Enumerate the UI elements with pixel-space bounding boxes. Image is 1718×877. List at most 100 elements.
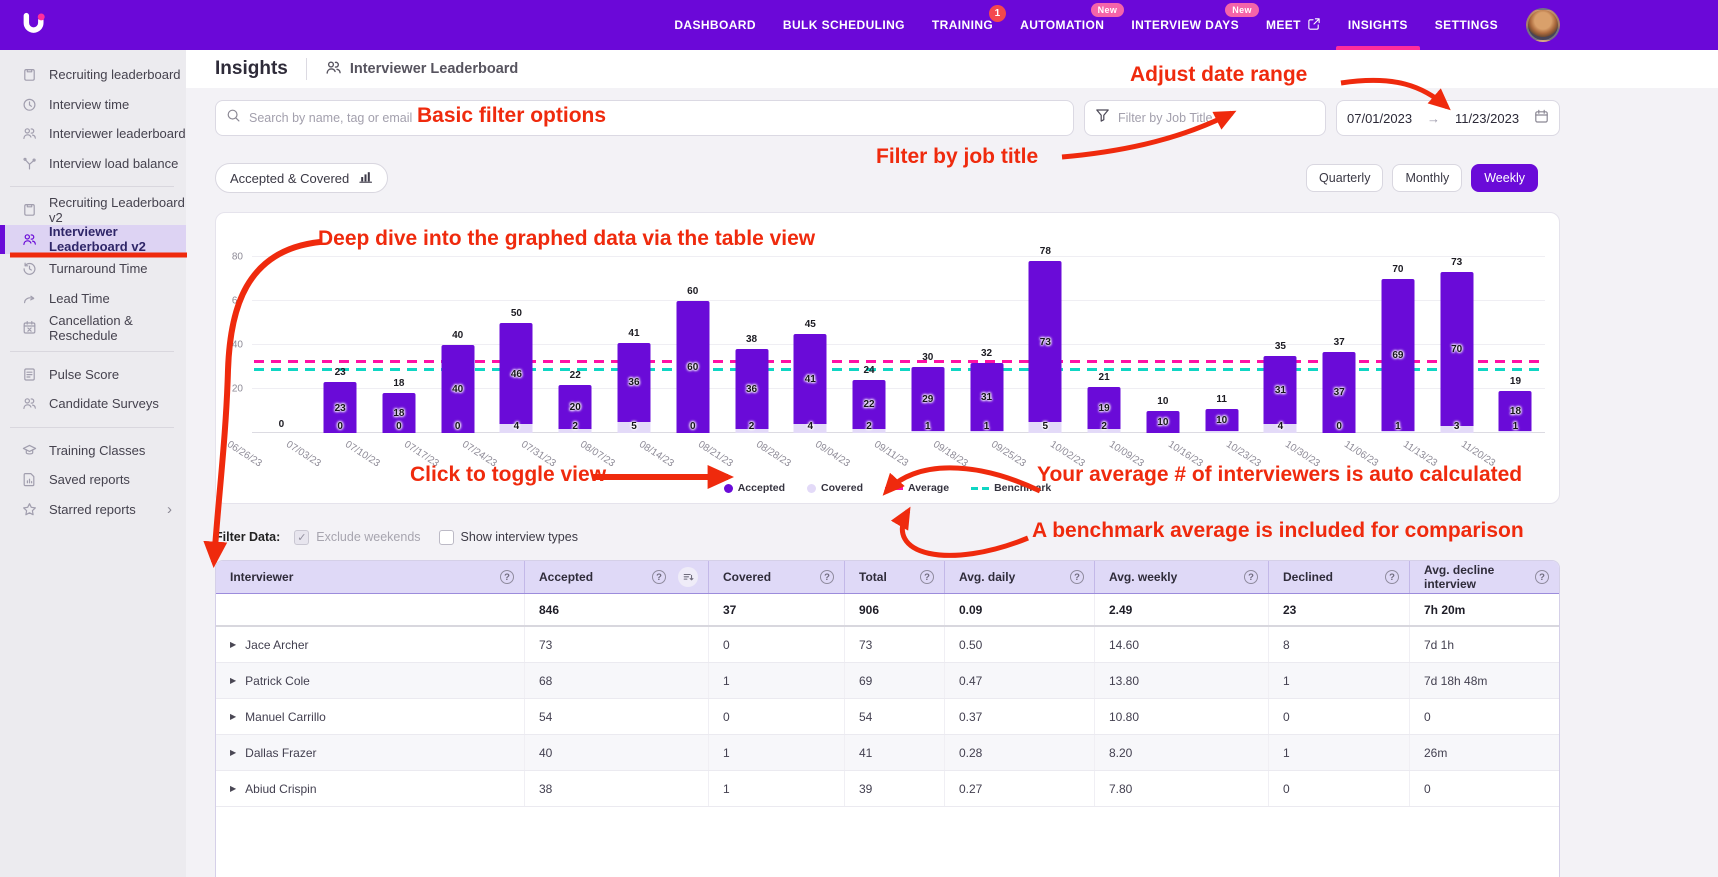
help-icon[interactable]: ? — [1244, 570, 1258, 584]
expand-caret-icon[interactable]: ▶ — [230, 748, 237, 757]
help-icon[interactable]: ? — [820, 570, 834, 584]
bar-10/30/23[interactable] — [1322, 351, 1356, 433]
table-row-jace-archer[interactable]: ▶ Jace Archer 73 0 73 0.50 14.60 8 7d 1h — [216, 627, 1559, 663]
column-header-avg-daily[interactable]: Avg. daily? — [945, 561, 1095, 593]
sidebar-item-saved-reports[interactable]: Saved reports — [0, 465, 186, 495]
help-icon[interactable]: ? — [500, 570, 514, 584]
date-range-picker[interactable]: 07/01/2023 → 11/23/2023 — [1336, 100, 1560, 136]
checkbox-box[interactable] — [438, 529, 454, 545]
bar-09/25/23[interactable] — [1028, 261, 1062, 433]
bar-09/04/23[interactable] — [852, 380, 886, 433]
bar-08/28/23[interactable] — [793, 334, 827, 433]
help-icon[interactable]: ? — [1535, 570, 1549, 584]
expand-caret-icon[interactable]: ▶ — [230, 676, 237, 685]
job-filter-field[interactable] — [1084, 100, 1326, 136]
bar-10/02/23[interactable] — [1087, 386, 1121, 433]
bar-10/09/23[interactable] — [1146, 411, 1180, 433]
sidebar-item-starred-reports[interactable]: Starred reports › — [0, 495, 186, 525]
checkbox-exclude-weekends[interactable]: ✓ Exclude weekends — [294, 529, 421, 545]
expand-caret-icon[interactable]: ▶ — [230, 640, 237, 649]
granularity-weekly[interactable]: Weekly — [1471, 164, 1538, 192]
legend-item-covered[interactable]: Covered — [806, 482, 863, 494]
bar-08/21/23[interactable] — [735, 349, 768, 433]
bar-07/17/23[interactable] — [441, 345, 475, 433]
expand-caret-icon[interactable]: ▶ — [230, 784, 237, 793]
chart-type-toggle[interactable]: Accepted & Covered — [215, 163, 389, 193]
column-header-interviewer[interactable]: Interviewer? — [216, 561, 525, 593]
bar-accepted-label: 36 — [745, 384, 758, 395]
bar-11/13/23[interactable] — [1440, 272, 1474, 433]
search-field[interactable] — [215, 100, 1074, 136]
checkbox-box[interactable]: ✓ — [294, 529, 310, 545]
topnav-items: DASHBOARD BULK SCHEDULING TRAINING 1 AUTOMAT… — [674, 0, 1498, 50]
accepted-segment — [382, 393, 416, 433]
help-icon[interactable]: ? — [1385, 570, 1399, 584]
user-avatar[interactable] — [1526, 8, 1560, 42]
sidebar-item-interviewer-leaderboard-v2[interactable]: Interviewer Leaderboard v2 — [0, 224, 186, 254]
column-header-total[interactable]: Total? — [845, 561, 945, 593]
bar-09/18/23[interactable] — [970, 362, 1004, 433]
search-input[interactable] — [249, 111, 1063, 125]
bar-07/24/23[interactable] — [499, 323, 533, 433]
nav-item-meet[interactable]: MEET — [1266, 0, 1321, 50]
sidebar-item-recruiting-leaderboard[interactable]: Recruiting leaderboard — [0, 60, 186, 90]
value-cell: 7d 1h — [1410, 627, 1559, 662]
chart-column: 32 31 1 09/18/23 — [931, 257, 1016, 469]
legend-item-average[interactable]: Average — [885, 482, 949, 494]
y-axis-tick: 20 — [231, 383, 243, 395]
granularity-monthly[interactable]: Monthly — [1392, 164, 1463, 192]
bar-total-label: 19 — [1509, 376, 1522, 388]
date-start[interactable]: 07/01/2023 — [1347, 110, 1413, 126]
bar-07/03/23[interactable] — [323, 382, 357, 433]
sidebar-item-interviewer-leaderboard[interactable]: Interviewer leaderboard — [0, 119, 186, 149]
help-icon[interactable]: ? — [1070, 570, 1084, 584]
column-header-avg-weekly[interactable]: Avg. weekly? — [1095, 561, 1269, 593]
table-row-patrick-cole[interactable]: ▶ Patrick Cole 68 1 69 0.47 13.80 1 7d 18h 48m — [216, 663, 1559, 699]
bar-08/14/23[interactable] — [676, 301, 710, 433]
sidebar-item-pulse-score[interactable]: Pulse Score — [0, 360, 186, 390]
nav-item-dashboard[interactable]: DASHBOARD — [674, 0, 756, 50]
sidebar-item-interview-load-balance[interactable]: Interview load balance — [0, 149, 186, 179]
sidebar-item-candidate-surveys[interactable]: Candidate Surveys — [0, 389, 186, 419]
sidebar-item-recruiting-leaderboard-v2[interactable]: Recruiting Leaderboard v2 — [0, 195, 186, 225]
sidebar-item-cancellation-reschedule[interactable]: Cancellation & Reschedule — [0, 313, 186, 343]
sidebar-item-training-classes[interactable]: Training Classes — [0, 436, 186, 466]
bar-07/10/23[interactable] — [382, 393, 416, 433]
x-axis-label: 10/02/23 — [1048, 439, 1087, 470]
bar-10/23/23[interactable] — [1263, 356, 1297, 433]
table-row-dallas-frazer[interactable]: ▶ Dallas Frazer 40 1 41 0.28 8.20 1 26m — [216, 735, 1559, 771]
nav-item-automation[interactable]: AUTOMATION New — [1020, 0, 1125, 50]
job-filter-input[interactable] — [1118, 111, 1315, 125]
sidebar-item-lead-time[interactable]: Lead Time — [0, 284, 186, 314]
legend-item-accepted[interactable]: Accepted — [723, 482, 785, 494]
bar-09/11/23[interactable] — [911, 367, 945, 433]
bar-08/07/23[interactable] — [617, 342, 651, 433]
column-header-declined[interactable]: Declined? — [1269, 561, 1410, 593]
nav-item-bulk-scheduling[interactable]: BULK SCHEDULING — [783, 0, 905, 50]
column-header-accepted[interactable]: Accepted? — [525, 561, 709, 593]
checkbox-show-interview-types[interactable]: Show interview types — [438, 529, 578, 545]
bar-10/16/23[interactable] — [1205, 408, 1239, 433]
nav-item-settings[interactable]: SETTINGS — [1435, 0, 1498, 50]
column-header-avg-decline-interview[interactable]: Avg. decline interview? — [1410, 561, 1559, 593]
help-icon[interactable]: ? — [920, 570, 934, 584]
bar-11/06/23[interactable] — [1381, 279, 1415, 433]
table-row-manuel-carrillo[interactable]: ▶ Manuel Carrillo 54 0 54 0.37 10.80 0 0 — [216, 699, 1559, 735]
help-icon[interactable]: ? — [652, 570, 666, 584]
bar-accepted-label: 10 — [1157, 417, 1169, 428]
sidebar-item-interview-time[interactable]: Interview time — [0, 90, 186, 120]
date-end[interactable]: 11/23/2023 — [1454, 110, 1520, 126]
legend-item-benchmark[interactable]: Benchmark — [971, 482, 1051, 494]
nav-item-insights[interactable]: INSIGHTS — [1335, 0, 1420, 50]
nav-item-interview-days[interactable]: INTERVIEW DAYS New — [1131, 0, 1259, 50]
column-header-covered[interactable]: Covered? — [709, 561, 845, 593]
nav-item-training[interactable]: TRAINING 1 — [932, 0, 1007, 50]
bar-07/31/23[interactable] — [558, 384, 592, 433]
sidebar-item-turnaround-time[interactable]: Turnaround Time — [0, 254, 186, 284]
expand-caret-icon[interactable]: ▶ — [230, 712, 237, 721]
sort-icon[interactable] — [678, 567, 698, 587]
app-logo-icon[interactable] — [14, 5, 54, 45]
granularity-quarterly[interactable]: Quarterly — [1306, 164, 1384, 192]
table-row-abiud-crispin[interactable]: ▶ Abiud Crispin 38 1 39 0.27 7.80 0 0 — [216, 771, 1559, 807]
bar-11/20/23[interactable] — [1498, 391, 1532, 433]
